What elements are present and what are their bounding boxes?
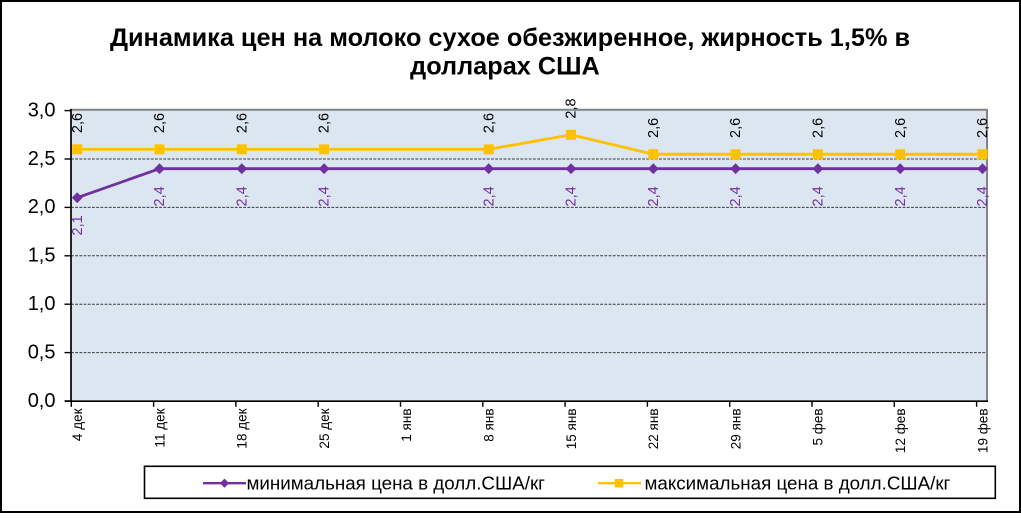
svg-text:2,4: 2,4	[728, 186, 744, 206]
svg-text:2,4: 2,4	[893, 186, 909, 206]
svg-text:2,4: 2,4	[481, 186, 497, 206]
svg-text:2,4: 2,4	[234, 186, 250, 206]
svg-text:3,0: 3,0	[28, 99, 56, 121]
svg-text:15 янв: 15 янв	[564, 409, 579, 450]
svg-text:2,0: 2,0	[28, 196, 56, 218]
svg-text:2,6: 2,6	[975, 118, 991, 138]
svg-text:1,5: 1,5	[28, 245, 56, 267]
svg-text:2,6: 2,6	[152, 113, 168, 133]
svg-text:0,5: 0,5	[28, 341, 56, 363]
svg-text:12 фев: 12 фев	[893, 409, 908, 454]
svg-text:2,4: 2,4	[152, 186, 168, 206]
svg-text:2,6: 2,6	[317, 113, 333, 133]
svg-text:2,6: 2,6	[728, 118, 744, 138]
svg-text:19 фев: 19 фев	[975, 409, 990, 454]
svg-text:0,0: 0,0	[28, 390, 56, 412]
svg-text:1 янв: 1 янв	[399, 409, 414, 442]
svg-text:2,6: 2,6	[811, 118, 827, 138]
svg-text:2,6: 2,6	[893, 118, 909, 138]
svg-text:долларах США: долларах США	[410, 52, 600, 80]
svg-text:8 янв: 8 янв	[482, 409, 497, 442]
svg-text:максимальная цена в долл.США/к: максимальная цена в долл.США/кг	[645, 472, 951, 493]
svg-text:22 янв: 22 янв	[646, 409, 661, 450]
svg-text:2,4: 2,4	[317, 186, 333, 206]
svg-text:Динамика цен на молоко сухое о: Динамика цен на молоко сухое обезжиренно…	[110, 24, 910, 52]
svg-text:2,8: 2,8	[564, 98, 580, 118]
svg-text:2,5: 2,5	[28, 148, 56, 170]
svg-text:2,4: 2,4	[975, 186, 991, 206]
svg-text:4 дек: 4 дек	[70, 408, 85, 441]
svg-text:2,4: 2,4	[811, 186, 827, 206]
svg-text:2,1: 2,1	[70, 215, 86, 235]
svg-text:2,4: 2,4	[564, 186, 580, 206]
svg-text:2,6: 2,6	[646, 118, 662, 138]
svg-text:2,4: 2,4	[646, 186, 662, 206]
svg-text:18 дек: 18 дек	[235, 408, 250, 448]
svg-text:2,6: 2,6	[70, 113, 86, 133]
svg-text:25 дек: 25 дек	[317, 408, 332, 448]
svg-text:29 янв: 29 янв	[728, 409, 743, 450]
svg-text:минимальная цена в долл.США/кг: минимальная цена в долл.США/кг	[247, 472, 546, 493]
svg-text:5 фев: 5 фев	[811, 409, 826, 446]
svg-text:11 дек: 11 дек	[152, 408, 167, 447]
svg-text:2,6: 2,6	[234, 113, 250, 133]
svg-text:2,6: 2,6	[481, 113, 497, 133]
svg-text:1,0: 1,0	[28, 293, 56, 315]
